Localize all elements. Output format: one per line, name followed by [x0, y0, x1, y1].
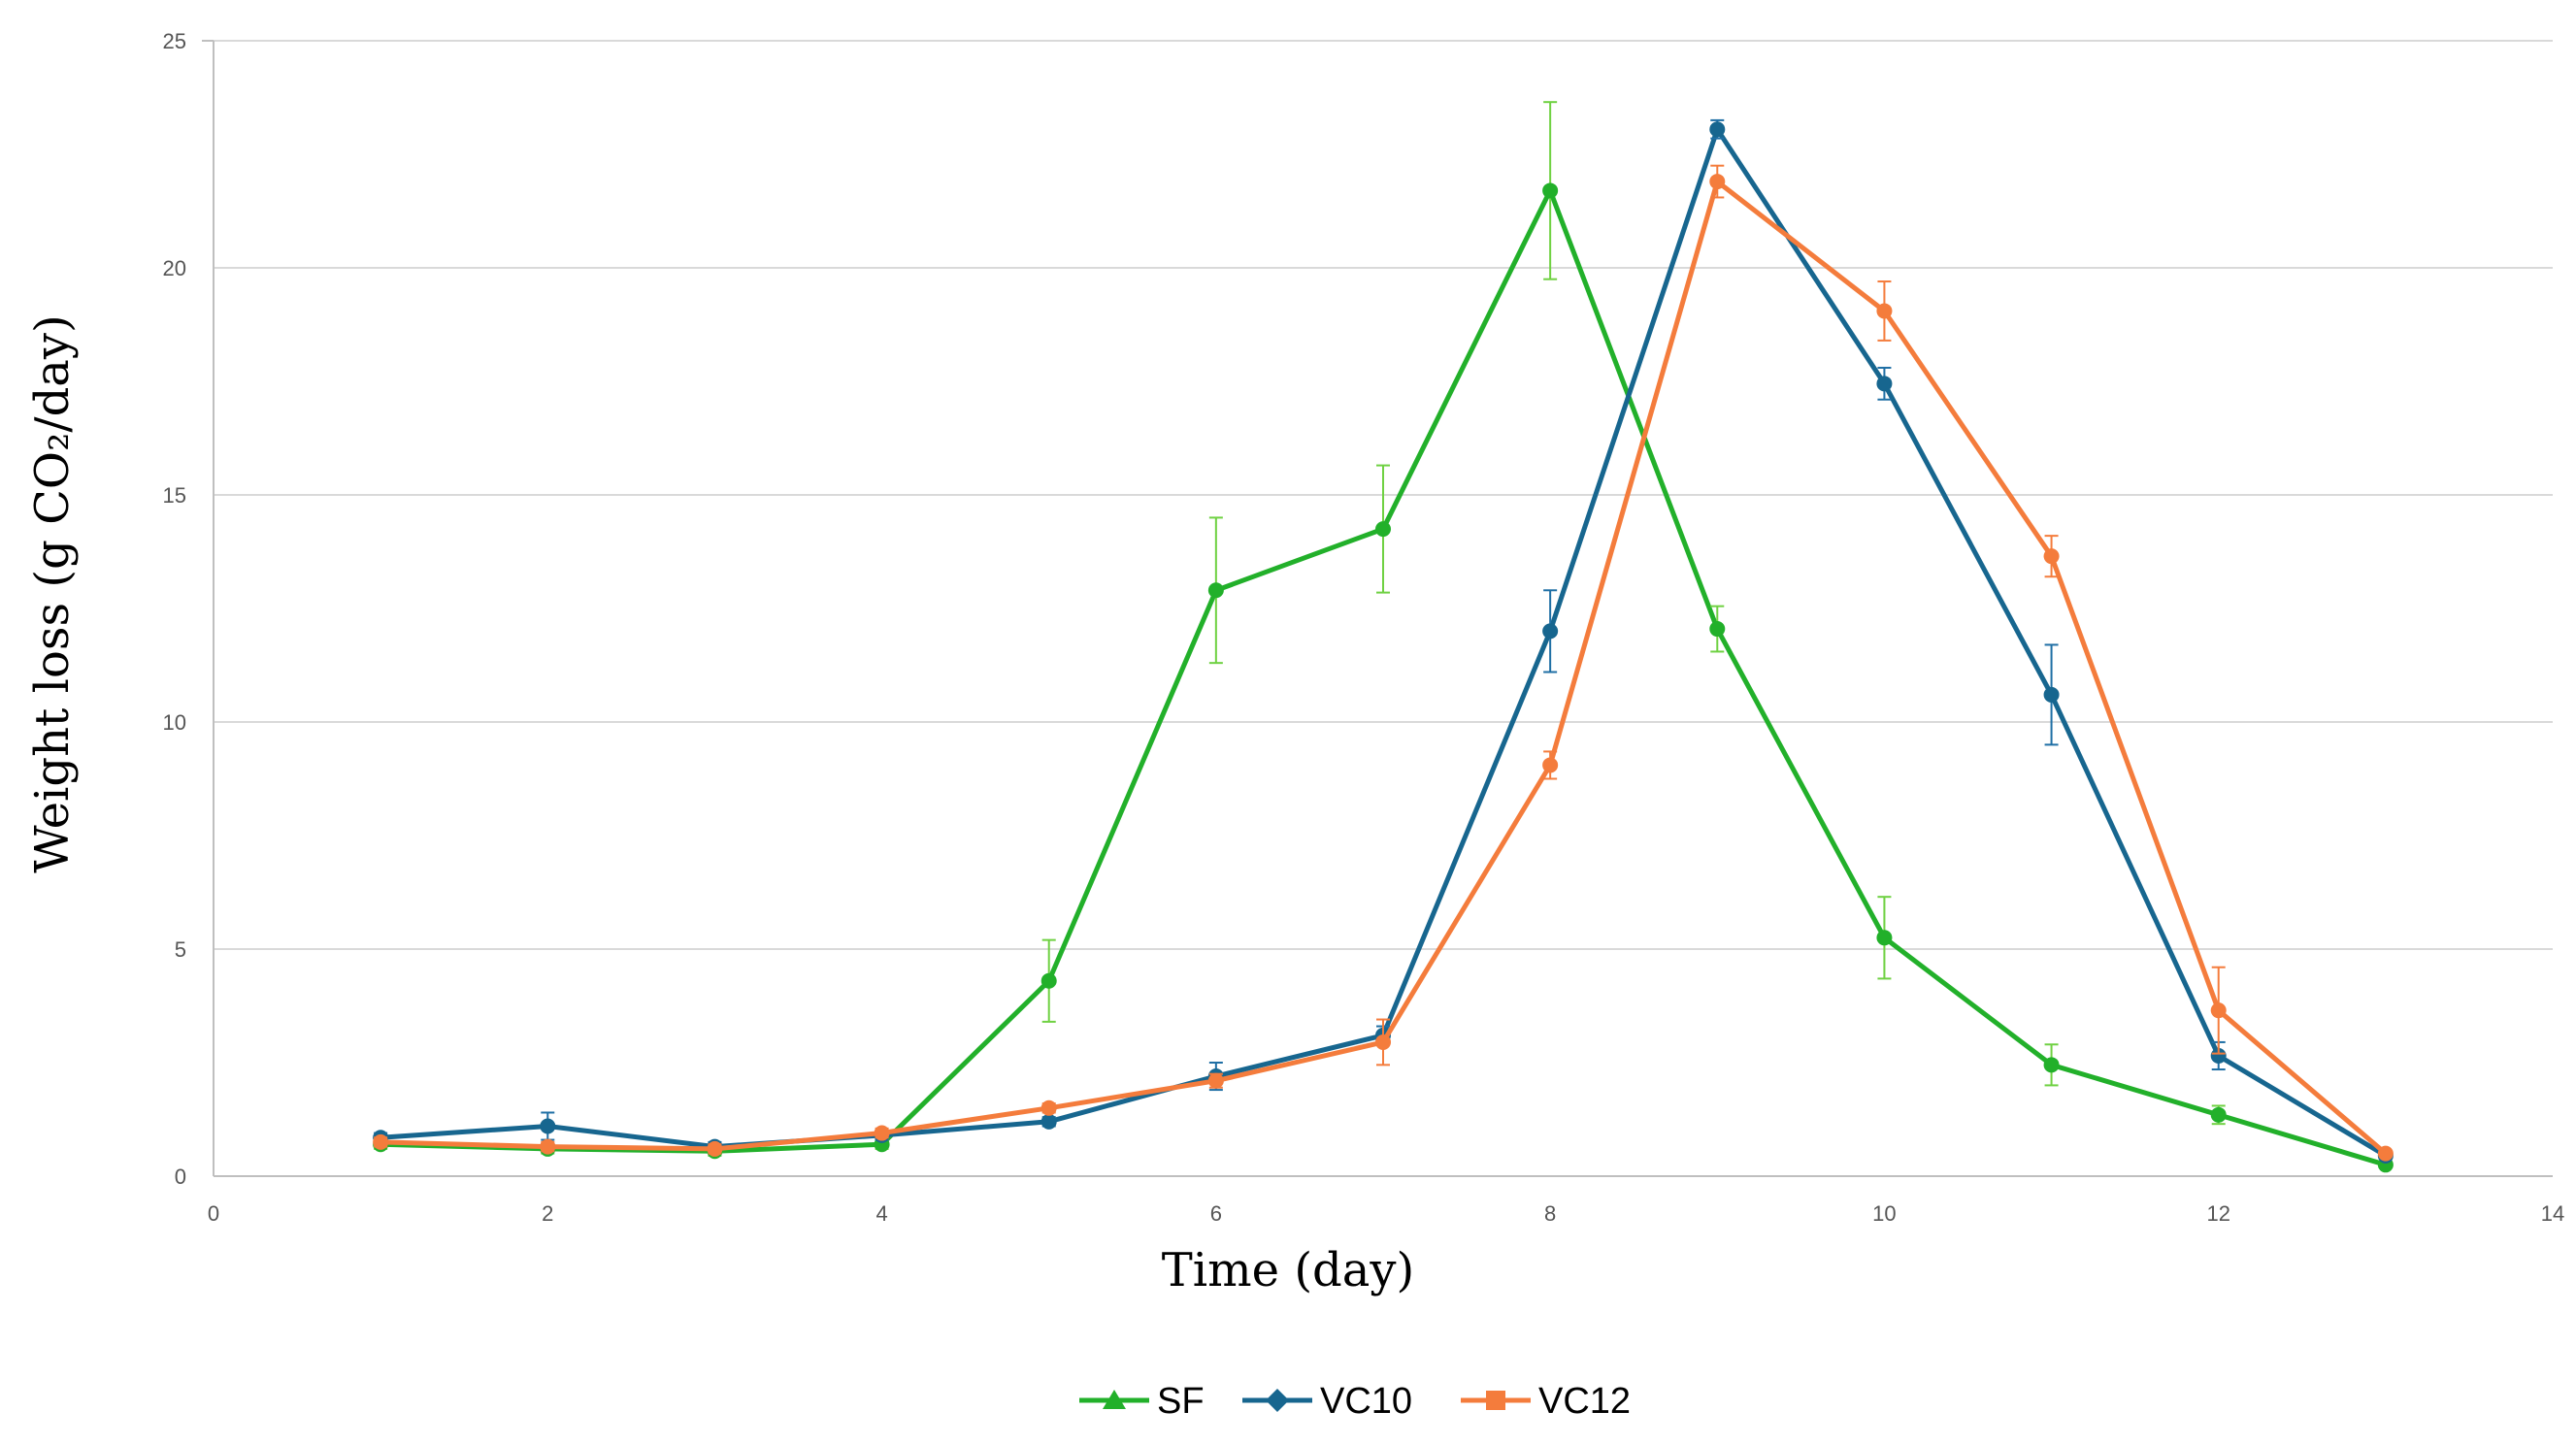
data-point	[1207, 1072, 1224, 1089]
data-point	[874, 1125, 890, 1141]
data-point	[2377, 1145, 2394, 1162]
y-tick-label: 5	[175, 937, 186, 962]
x-tick-label: 12	[2206, 1201, 2229, 1226]
data-point	[1375, 1034, 1391, 1050]
y-tick-label: 0	[175, 1165, 186, 1189]
series-line-vc12	[378, 179, 2389, 1157]
data-point	[1709, 174, 1726, 190]
series-vc10	[373, 118, 2394, 1164]
legend-label: SF	[1157, 1381, 1205, 1422]
data-point	[1207, 582, 1224, 599]
data-point	[2043, 1057, 2060, 1073]
x-tick-label: 8	[1544, 1201, 1556, 1226]
x-tick-label: 14	[2541, 1201, 2564, 1226]
series-vc12	[373, 164, 2394, 1162]
x-tick-label: 0	[208, 1201, 219, 1226]
data-point	[1876, 303, 1893, 319]
legend-item-sf: SF	[1079, 1381, 1205, 1422]
data-point	[2043, 686, 2060, 703]
y-tick-label: 20	[163, 256, 186, 280]
data-point	[1709, 121, 1726, 138]
legend-marker-diamond	[1266, 1389, 1289, 1412]
legend-marker-triangle	[1103, 1390, 1126, 1409]
data-point	[2210, 1106, 2227, 1123]
y-tick-labels: 0 5 10 15 20 25	[163, 29, 186, 1189]
data-point	[1040, 1099, 1057, 1116]
legend-label: VC12	[1538, 1381, 1631, 1422]
x-tick-label: 2	[542, 1201, 553, 1226]
legend-label: VC10	[1320, 1381, 1412, 1422]
data-point	[1040, 972, 1057, 989]
data-point	[1876, 376, 1893, 392]
x-tick-label: 10	[1872, 1201, 1896, 1226]
x-axis-title: Time (day)	[1162, 1243, 1414, 1297]
data-point	[2210, 1047, 2227, 1064]
series	[373, 101, 2394, 1173]
data-point	[1876, 930, 1893, 946]
legend: SF VC10 VC12	[1079, 1381, 1631, 1422]
y-axis-title: Weight loss (g CO₂/day)	[25, 314, 80, 873]
data-point	[373, 1133, 389, 1150]
x-tick-label: 4	[875, 1201, 887, 1226]
legend-item-vc10: VC10	[1242, 1381, 1412, 1422]
series-sf	[373, 101, 2394, 1173]
data-point	[1542, 757, 1559, 773]
legend-marker-square	[1486, 1391, 1505, 1410]
data-point	[1542, 182, 1559, 199]
legend-item-vc12: VC12	[1461, 1381, 1631, 1422]
data-point	[1709, 621, 1726, 638]
data-point	[1040, 1113, 1057, 1130]
data-point	[540, 1118, 556, 1134]
data-point	[1375, 521, 1391, 538]
y-tick-label: 10	[163, 710, 186, 735]
x-tick-label: 6	[1210, 1201, 1222, 1226]
data-point	[540, 1138, 556, 1155]
x-tick-labels: 0 2 4 6 8 10 12 14	[208, 1201, 2564, 1226]
axes	[202, 40, 2553, 1177]
data-point	[2043, 548, 2060, 565]
data-point	[1542, 623, 1559, 640]
data-point	[707, 1140, 723, 1157]
y-tick-label: 25	[163, 29, 186, 53]
y-tick-label: 15	[163, 483, 186, 508]
data-point	[2210, 1002, 2227, 1019]
